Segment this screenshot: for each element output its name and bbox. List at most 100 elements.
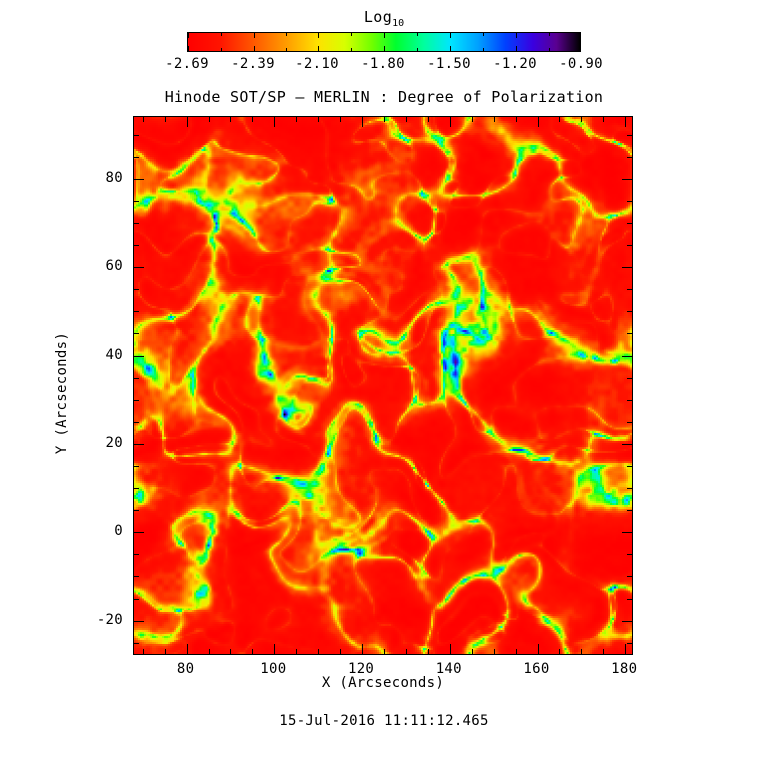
x-minor-tick <box>559 649 560 654</box>
y-minor-tick <box>134 378 139 379</box>
x-major-tick <box>450 644 451 654</box>
x-minor-tick <box>428 117 429 122</box>
y-axis-tick-label: 80 <box>105 169 123 186</box>
x-minor-tick <box>516 117 517 122</box>
x-axis-title: X (Arcseconds) <box>321 675 445 691</box>
y-minor-tick <box>134 223 139 224</box>
y-minor-tick <box>134 599 139 600</box>
y-minor-tick <box>134 466 139 467</box>
plot-area <box>133 116 633 655</box>
y-minor-tick <box>627 157 632 158</box>
y-minor-tick <box>627 378 632 379</box>
x-minor-tick <box>603 117 604 122</box>
colorbar-minor-tick <box>549 33 550 36</box>
colorbar-tick <box>188 46 189 51</box>
x-minor-tick <box>581 649 582 654</box>
x-axis-tick-label: 180 <box>611 661 638 677</box>
y-minor-tick <box>627 554 632 555</box>
plot-title: Hinode SOT/SP — MERLIN : Degree of Polar… <box>164 88 604 106</box>
colorbar-minor-tick <box>286 33 287 36</box>
timestamp-label: 15-Jul-2016 11:11:12.465 <box>279 713 489 729</box>
x-major-tick <box>187 644 188 654</box>
y-minor-tick <box>627 223 632 224</box>
y-axis-title: Y (Arcseconds) <box>54 331 70 455</box>
colorbar-minor-tick <box>483 33 484 36</box>
colorbar-tick <box>318 33 319 38</box>
x-axis-tick-label: 80 <box>176 661 195 677</box>
x-minor-tick <box>494 649 495 654</box>
colorbar-tick-label: -2.69 <box>165 56 209 72</box>
x-minor-tick <box>296 649 297 654</box>
colorbar-tick <box>450 33 451 38</box>
colorbar-minor-tick <box>286 48 287 51</box>
y-axis-tick-label: 60 <box>105 258 123 275</box>
colorbar: Log10 -2.69 -2.39 -2.10 -1.80 -1.50 -1.20 -0.9… <box>165 8 602 86</box>
y-axis-tick-label: 20 <box>105 434 123 451</box>
y-minor-tick <box>134 333 139 334</box>
x-major-tick <box>274 644 275 654</box>
colorbar-tick <box>254 46 255 51</box>
y-axis-tick-label: 0 <box>114 523 123 540</box>
colorbar-tick <box>384 33 385 38</box>
colorbar-tick <box>516 46 517 51</box>
y-minor-tick <box>627 245 632 246</box>
y-minor-tick <box>134 400 139 401</box>
x-minor-tick <box>340 649 341 654</box>
y-major-tick <box>134 356 144 357</box>
x-minor-tick <box>494 117 495 122</box>
x-minor-tick <box>230 649 231 654</box>
x-major-tick <box>625 117 626 127</box>
y-minor-tick <box>134 554 139 555</box>
y-minor-tick <box>627 201 632 202</box>
x-major-tick <box>362 117 363 127</box>
x-minor-tick <box>209 117 210 122</box>
y-minor-tick <box>627 510 632 511</box>
x-minor-tick <box>472 649 473 654</box>
x-minor-tick <box>165 649 166 654</box>
colorbar-tick-label: -1.50 <box>427 56 471 72</box>
y-major-tick <box>134 179 144 180</box>
colorbar-tick <box>188 33 189 38</box>
colorbar-tick <box>384 46 385 51</box>
colorbar-gradient <box>188 33 580 51</box>
x-minor-tick <box>340 117 341 122</box>
x-major-tick <box>450 117 451 127</box>
x-minor-tick <box>603 649 604 654</box>
y-minor-tick <box>627 576 632 577</box>
y-major-tick <box>622 179 632 180</box>
x-axis-tick-label: 140 <box>435 661 462 677</box>
colorbar-minor-tick <box>417 33 418 36</box>
x-minor-tick <box>406 649 407 654</box>
colorbar-title: Log10 <box>187 8 581 29</box>
y-minor-tick <box>627 599 632 600</box>
x-minor-tick <box>581 117 582 122</box>
colorbar-title-subscript: 10 <box>392 18 405 29</box>
x-minor-tick <box>252 117 253 122</box>
x-minor-tick <box>559 117 560 122</box>
x-minor-tick <box>209 649 210 654</box>
x-minor-tick <box>384 117 385 122</box>
colorbar-minor-tick <box>417 48 418 51</box>
colorbar-tick-labels: -2.69 -2.39 -2.10 -1.80 -1.50 -1.20 -0.90 <box>165 56 602 76</box>
y-minor-tick <box>627 333 632 334</box>
x-minor-tick <box>252 649 253 654</box>
y-minor-tick <box>134 201 139 202</box>
y-minor-tick <box>134 245 139 246</box>
y-major-tick <box>134 444 144 445</box>
colorbar-minor-tick <box>549 48 550 51</box>
x-major-tick <box>538 117 539 127</box>
colorbar-tick-label: -0.90 <box>559 56 603 72</box>
colorbar-minor-tick <box>221 48 222 51</box>
x-axis-tick-label: 160 <box>523 661 550 677</box>
colorbar-title-main: Log <box>363 8 393 26</box>
colorbar-gradient-frame <box>187 32 581 52</box>
y-minor-tick <box>627 400 632 401</box>
x-major-tick <box>538 644 539 654</box>
y-axis-tick-label: -20 <box>96 611 123 628</box>
x-minor-tick <box>516 649 517 654</box>
y-minor-tick <box>627 311 632 312</box>
colorbar-tick-label: -2.39 <box>231 56 275 72</box>
colorbar-tick <box>516 33 517 38</box>
x-major-tick <box>274 117 275 127</box>
y-minor-tick <box>627 488 632 489</box>
